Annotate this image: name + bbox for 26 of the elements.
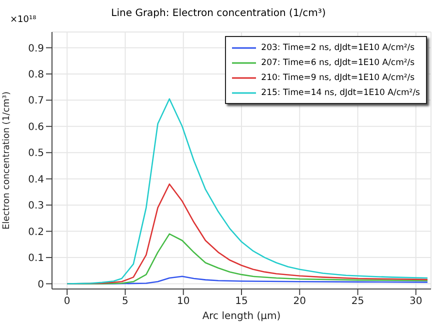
y-axis-title: Electron concentration (1/cm³) [2, 91, 12, 230]
legend-label: 215: Time=14 ns, dJdt=1E10 A/cm²/s [261, 88, 420, 98]
x-axis-title: Arc length (µm) [202, 311, 281, 322]
y-tick-label: 0.3 [28, 200, 44, 212]
x-tick-label: 5 [122, 296, 128, 308]
x-tick-label: 0 [64, 296, 70, 308]
legend-label: 203: Time=2 ns, dJdt=1E10 A/cm²/s [261, 42, 415, 52]
y-tick-label: 0.2 [28, 226, 44, 238]
legend-label: 207: Time=6 ns, dJdt=1E10 A/cm²/s [261, 58, 415, 68]
chart-title: Line Graph: Electron concentration (1/cm³) [111, 8, 326, 19]
x-tick-label: 25 [351, 296, 364, 308]
x-tick-label: 15 [235, 296, 248, 308]
y-tick-label: 0 [38, 279, 44, 290]
y-tick-label: 0.7 [28, 96, 44, 107]
x-tick-label: 10 [177, 296, 190, 308]
y-tick-label: 0.1 [28, 253, 44, 264]
x-tick-label: 30 [410, 296, 422, 308]
y-tick-label: 0.6 [28, 122, 44, 133]
y-tick-label: 0.4 [28, 174, 44, 186]
line-series [66, 98, 428, 284]
legend-label: 210: Time=9 ns, dJdt=1E10 A/cm²/s [261, 72, 415, 82]
x-tick-label: 20 [293, 296, 306, 308]
y-tick-label: 0.8 [28, 70, 44, 81]
text: ×10¹⁸ [10, 15, 36, 25]
y-tick-label: 0.9 [28, 43, 44, 54]
y-tick-label: 0.5 [28, 148, 44, 160]
